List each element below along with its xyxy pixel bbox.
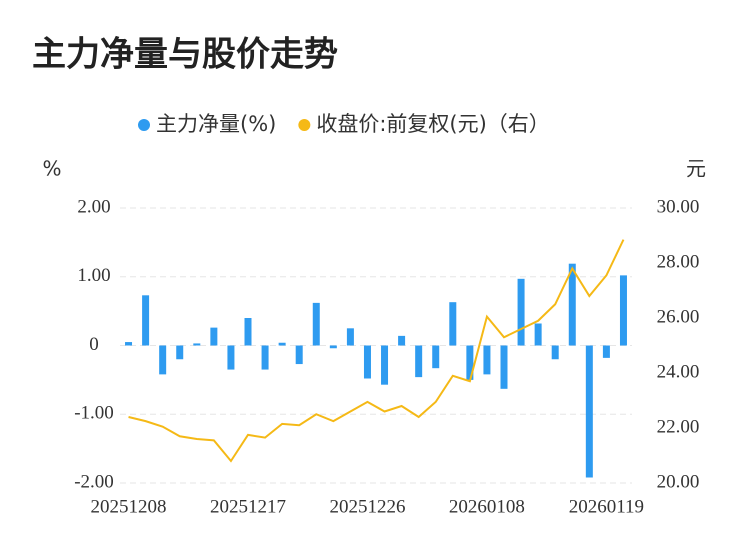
x-tick-label: 20251208 — [91, 496, 167, 517]
bar — [346, 328, 354, 346]
y-tick-label: -2.00 — [74, 471, 114, 492]
bar — [295, 345, 303, 365]
bar — [193, 343, 201, 346]
bar — [312, 302, 320, 346]
bar — [159, 345, 167, 375]
y-tick-label: -1.00 — [74, 403, 114, 424]
x-tick-label: 20260119 — [569, 496, 644, 517]
x-tick-label: 20251217 — [210, 496, 286, 517]
bar — [398, 335, 406, 346]
bar — [585, 345, 593, 478]
bar — [210, 327, 218, 346]
y2-tick-label: 24.00 — [657, 361, 700, 382]
bar — [432, 345, 440, 369]
bar — [500, 345, 508, 389]
y2-tick-label: 22.00 — [657, 416, 700, 437]
y-tick-label: 0 — [89, 334, 99, 355]
bar — [534, 323, 542, 346]
legend-label: 主力净量(%) — [156, 112, 276, 136]
bar — [619, 275, 627, 346]
bar — [483, 345, 491, 375]
bar — [602, 345, 610, 358]
bar — [329, 345, 337, 349]
bar — [125, 342, 133, 346]
bar — [466, 345, 474, 380]
y2-tick-label: 28.00 — [657, 251, 700, 272]
bar — [517, 278, 525, 346]
y2-tick-label: 20.00 — [657, 471, 700, 492]
legend-marker — [298, 119, 311, 131]
bar — [244, 318, 252, 346]
x-tick-label: 20260108 — [449, 496, 525, 517]
bar — [568, 263, 576, 346]
y2-tick-label: 26.00 — [657, 306, 700, 327]
bar — [381, 345, 389, 385]
bar — [363, 345, 371, 379]
bar — [227, 345, 235, 370]
legend-marker — [138, 119, 150, 131]
y-tick-label: 1.00 — [77, 265, 110, 286]
bar — [278, 342, 286, 346]
chart-title: 主力净量与股价走势 — [32, 35, 338, 75]
y-axis-label: % — [42, 157, 61, 181]
bar — [142, 295, 150, 346]
y2-tick-label: 30.00 — [657, 196, 700, 217]
bar — [261, 345, 269, 370]
bar — [176, 345, 184, 360]
legend-label: 收盘价:前复权(元)（右） — [316, 112, 549, 136]
x-tick-label: 20251226 — [329, 496, 405, 517]
y2-axis-label: 元 — [686, 157, 706, 181]
bar — [415, 345, 423, 378]
bar — [449, 302, 457, 346]
bar — [551, 345, 559, 360]
y-tick-label: 2.00 — [77, 196, 110, 217]
line — [128, 239, 625, 463]
